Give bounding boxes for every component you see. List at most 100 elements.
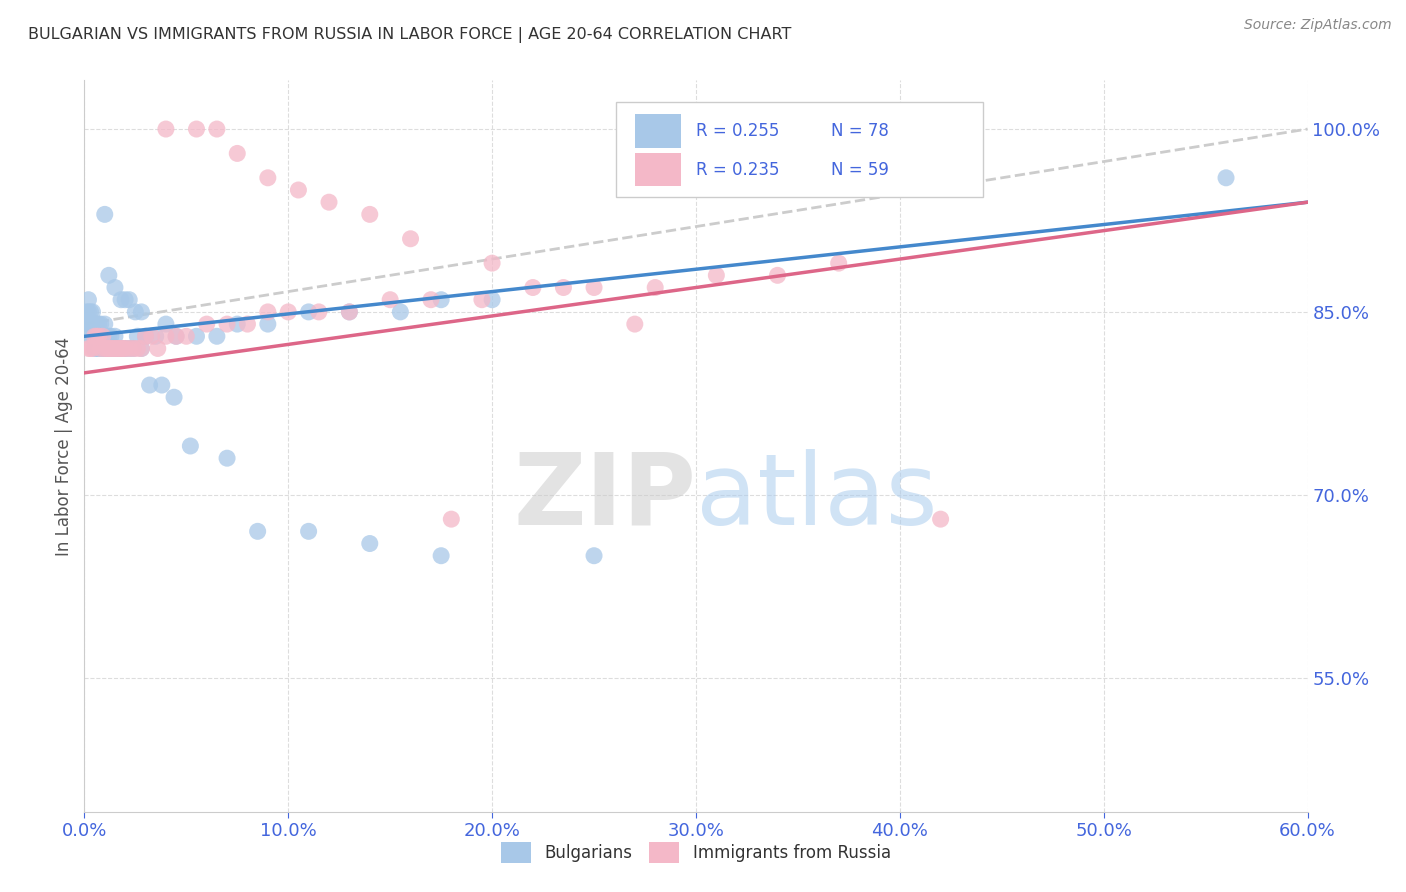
- Point: [186, 122, 208, 136]
- Point: [127, 329, 149, 343]
- Point: [104, 329, 127, 343]
- Point: [195, 317, 218, 331]
- Point: [1215, 170, 1237, 185]
- Point: [155, 329, 177, 343]
- Point: [83, 342, 105, 356]
- Point: [217, 451, 239, 466]
- Point: [440, 512, 463, 526]
- Point: [298, 524, 321, 539]
- Point: [108, 342, 131, 356]
- Point: [150, 378, 173, 392]
- Point: [110, 293, 132, 307]
- Point: [389, 305, 412, 319]
- Point: [929, 512, 952, 526]
- Point: [93, 207, 115, 221]
- Y-axis label: In Labor Force | Age 20-64: In Labor Force | Age 20-64: [55, 336, 73, 556]
- Point: [138, 378, 160, 392]
- Point: [112, 342, 135, 356]
- Point: [86, 329, 108, 343]
- Point: [77, 305, 100, 319]
- Legend: Bulgarians, Immigrants from Russia: Bulgarians, Immigrants from Russia: [495, 836, 897, 869]
- Point: [308, 305, 330, 319]
- Point: [75, 305, 97, 319]
- Text: Source: ZipAtlas.com: Source: ZipAtlas.com: [1244, 18, 1392, 32]
- Point: [339, 305, 361, 319]
- Point: [205, 329, 228, 343]
- Point: [105, 342, 128, 356]
- Point: [100, 342, 122, 356]
- Point: [257, 305, 280, 319]
- Point: [399, 232, 422, 246]
- Point: [91, 329, 114, 343]
- Point: [118, 293, 141, 307]
- Point: [90, 342, 112, 356]
- Point: [828, 256, 851, 270]
- Point: [277, 305, 299, 319]
- Point: [79, 317, 101, 331]
- Point: [257, 170, 280, 185]
- Point: [339, 305, 361, 319]
- Point: [93, 342, 115, 356]
- Point: [82, 317, 104, 331]
- Point: [97, 268, 120, 283]
- Point: [110, 342, 132, 356]
- Point: [75, 317, 97, 331]
- Point: [179, 439, 201, 453]
- Point: [481, 293, 503, 307]
- Point: [471, 293, 494, 307]
- Point: [380, 293, 402, 307]
- Point: [583, 549, 606, 563]
- Point: [122, 342, 145, 356]
- Text: R = 0.255: R = 0.255: [696, 121, 779, 140]
- Point: [87, 342, 110, 356]
- Point: [101, 342, 124, 356]
- Point: [766, 268, 789, 283]
- Point: [359, 536, 381, 550]
- Point: [118, 342, 141, 356]
- Point: [86, 329, 108, 343]
- Point: [79, 305, 101, 319]
- Point: [97, 329, 120, 343]
- Text: N = 59: N = 59: [831, 161, 889, 178]
- Point: [246, 524, 269, 539]
- Point: [165, 329, 187, 343]
- Point: [226, 146, 249, 161]
- Point: [131, 305, 153, 319]
- Point: [135, 329, 157, 343]
- Point: [91, 342, 114, 356]
- Point: [205, 122, 228, 136]
- Point: [77, 317, 100, 331]
- Text: ZIP: ZIP: [513, 449, 696, 546]
- Point: [155, 317, 177, 331]
- Point: [114, 342, 136, 356]
- Point: [79, 329, 101, 343]
- Point: [146, 342, 169, 356]
- Point: [226, 317, 249, 331]
- Point: [100, 329, 122, 343]
- Point: [236, 317, 259, 331]
- Point: [96, 329, 118, 343]
- Point: [135, 329, 157, 343]
- Point: [100, 342, 122, 356]
- Point: [522, 280, 544, 294]
- Point: [430, 293, 453, 307]
- Point: [122, 342, 145, 356]
- Point: [481, 256, 503, 270]
- Point: [124, 305, 146, 319]
- Point: [624, 317, 647, 331]
- Point: [110, 342, 132, 356]
- Point: [104, 342, 127, 356]
- Point: [430, 549, 453, 563]
- Point: [155, 122, 177, 136]
- Point: [583, 280, 606, 294]
- FancyBboxPatch shape: [636, 153, 682, 186]
- Point: [97, 342, 120, 356]
- Point: [101, 342, 124, 356]
- Point: [90, 329, 112, 343]
- Point: [108, 342, 131, 356]
- Text: N = 78: N = 78: [831, 121, 889, 140]
- Point: [87, 317, 110, 331]
- Point: [86, 317, 108, 331]
- FancyBboxPatch shape: [636, 114, 682, 147]
- Point: [318, 195, 340, 210]
